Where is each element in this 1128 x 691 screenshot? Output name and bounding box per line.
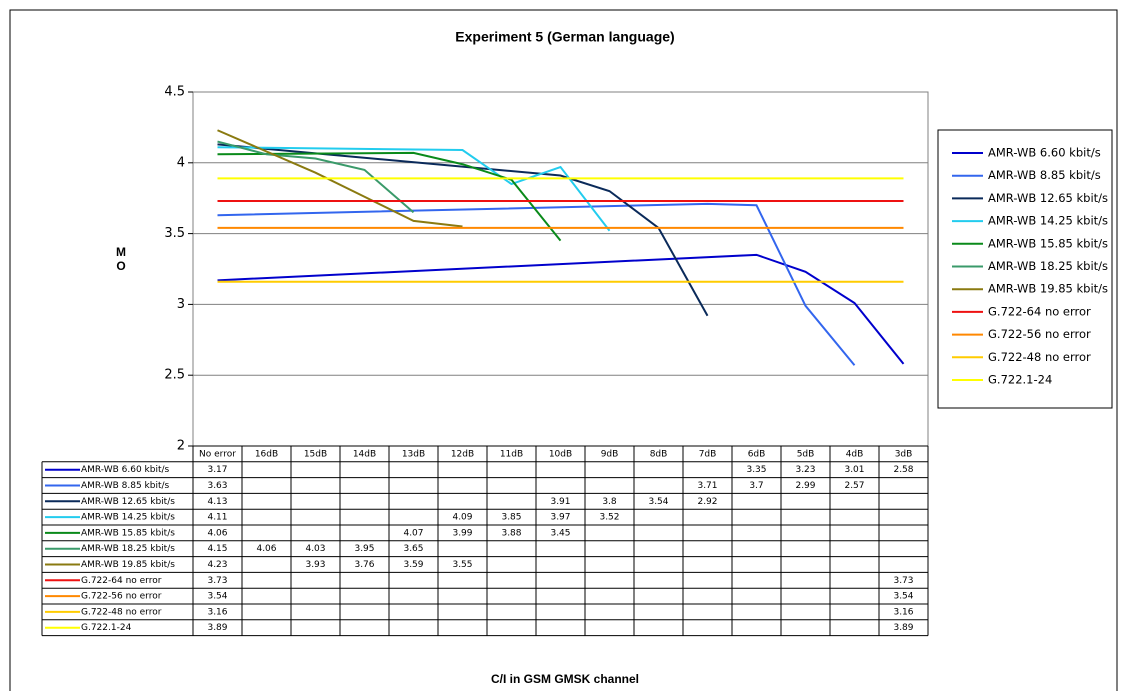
series-line xyxy=(217,253,905,365)
table-value: 3.73 xyxy=(207,576,227,586)
x-tick-label: 3dB xyxy=(895,449,913,459)
x-tick-label: 6dB xyxy=(748,449,766,459)
legend-label: G.722-64 no error xyxy=(988,304,1091,318)
legend-label: AMR-WB 19.85 kbit/s xyxy=(988,282,1108,296)
legend-label: AMR-WB 6.60 kbit/s xyxy=(988,146,1101,160)
legend-label: AMR-WB 8.85 kbit/s xyxy=(988,168,1101,182)
table-value: 3.71 xyxy=(697,481,717,491)
table-row-label: AMR-WB 6.60 kbit/s xyxy=(81,465,170,475)
table-row-label: AMR-WB 18.25 kbit/s xyxy=(81,544,175,554)
y-tick-label: 3 xyxy=(177,297,185,312)
y-axis-label: M O xyxy=(116,245,126,273)
table-value: 2.99 xyxy=(795,481,815,491)
x-tick-label: 12dB xyxy=(451,449,474,459)
table-row-label: G.722-64 no error xyxy=(81,576,162,586)
table-value: 3.99 xyxy=(452,528,472,538)
x-tick-label: 9dB xyxy=(601,449,619,459)
table-value: 3.7 xyxy=(749,481,763,491)
y-tick-label: 2.5 xyxy=(164,368,185,383)
table-value: 3.89 xyxy=(893,623,913,633)
x-tick-label: 14dB xyxy=(353,449,376,459)
table-value: 3.73 xyxy=(893,576,913,586)
x-tick-label: 15dB xyxy=(304,449,327,459)
table-value: 3.97 xyxy=(550,513,570,523)
series-line xyxy=(217,202,856,366)
table-value: 3.93 xyxy=(305,560,325,570)
legend-label: AMR-WB 12.65 kbit/s xyxy=(988,191,1108,205)
series-line xyxy=(217,129,463,228)
x-tick-label: 7dB xyxy=(699,449,717,459)
table-row-label: AMR-WB 14.25 kbit/s xyxy=(81,513,175,523)
table-row-label: G.722-48 no error xyxy=(81,607,162,617)
table-value: 4.07 xyxy=(403,528,423,538)
legend-label: AMR-WB 14.25 kbit/s xyxy=(988,214,1108,228)
table-value: 3.54 xyxy=(207,592,227,602)
table-row-label: AMR-WB 12.65 kbit/s xyxy=(81,497,175,507)
table-row-label: AMR-WB 15.85 kbit/s xyxy=(81,528,175,538)
table-row-label: AMR-WB 8.85 kbit/s xyxy=(81,481,170,491)
table-value: 3.85 xyxy=(501,513,521,523)
table-value: 3.54 xyxy=(893,592,913,602)
table-value: 3.91 xyxy=(550,497,570,507)
table-value: 3.65 xyxy=(403,544,423,554)
table-value: 3.23 xyxy=(795,465,815,475)
legend-label: G.722-56 no error xyxy=(988,327,1091,341)
legend-label: G.722-48 no error xyxy=(988,350,1091,364)
table-value: 4.15 xyxy=(207,544,227,554)
series-line xyxy=(217,140,415,214)
table-row-label: G.722-56 no error xyxy=(81,592,162,602)
legend-label: AMR-WB 15.85 kbit/s xyxy=(988,236,1108,250)
table-value: 3.01 xyxy=(844,465,864,475)
table-value: 3.89 xyxy=(207,623,227,633)
table-value: 2.58 xyxy=(893,465,913,475)
y-tick-label: 3.5 xyxy=(164,226,185,241)
x-tick-label: 11dB xyxy=(500,449,523,459)
table-value: 3.8 xyxy=(602,497,617,507)
x-axis-label: C/I in GSM GMSK channel xyxy=(491,672,639,686)
legend-label: G.722.1-24 xyxy=(988,373,1052,387)
plot-area xyxy=(192,91,929,447)
table-value: 3.54 xyxy=(648,497,668,507)
legend-label: AMR-WB 18.25 kbit/s xyxy=(988,259,1108,273)
series-line xyxy=(217,146,611,232)
table-value: 4.13 xyxy=(207,497,227,507)
y-tick-label: 4.5 xyxy=(164,85,185,100)
table-value: 2.57 xyxy=(844,481,864,491)
table-value: 4.09 xyxy=(452,513,472,523)
x-tick-label: 4dB xyxy=(846,449,864,459)
table-value: 3.59 xyxy=(403,560,423,570)
table-value: 4.03 xyxy=(305,544,325,554)
table-value: 3.88 xyxy=(501,528,521,538)
x-tick-label: 8dB xyxy=(650,449,668,459)
table-value: 3.45 xyxy=(550,528,570,538)
table-value: 3.35 xyxy=(746,465,766,475)
table-value: 3.55 xyxy=(452,560,472,570)
table-value: 4.06 xyxy=(256,544,276,554)
table-value: 3.17 xyxy=(207,465,227,475)
table-value: 3.63 xyxy=(207,481,227,491)
table-value: 3.52 xyxy=(599,513,619,523)
x-tick-label: 13dB xyxy=(402,449,425,459)
x-tick-label: 5dB xyxy=(797,449,815,459)
x-tick-label: 10dB xyxy=(549,449,572,459)
table-value: 3.76 xyxy=(354,560,374,570)
series-line xyxy=(217,143,709,317)
table-value: 3.16 xyxy=(207,607,227,617)
y-tick-label: 4 xyxy=(177,155,185,170)
chart-title: Experiment 5 (German language) xyxy=(455,29,674,45)
table-row-label: AMR-WB 19.85 kbit/s xyxy=(81,560,175,570)
table-value: 2.92 xyxy=(697,497,717,507)
table-value: 3.16 xyxy=(893,607,913,617)
x-tick-label: 16dB xyxy=(255,449,278,459)
x-tick-label: No error xyxy=(199,449,236,459)
table-row-label: G.722.1-24 xyxy=(81,623,132,633)
table-value: 3.95 xyxy=(354,544,374,554)
y-tick-label: 2 xyxy=(177,439,185,454)
table-value: 4.11 xyxy=(207,513,227,523)
table-value: 4.06 xyxy=(207,528,227,538)
table-value: 4.23 xyxy=(207,560,227,570)
